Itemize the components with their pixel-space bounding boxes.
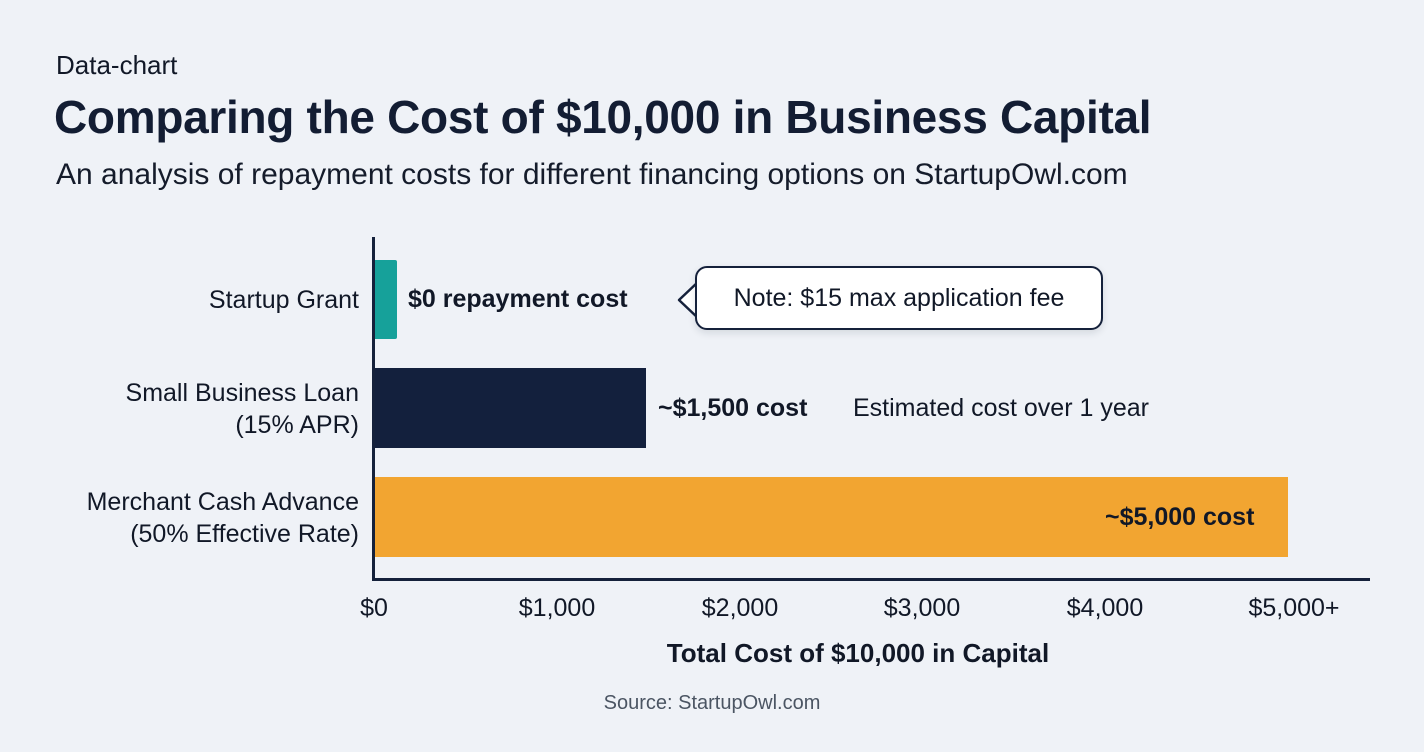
x-tick: $2,000 [701,594,779,622]
source-note: Source: StartupOwl.com [603,692,821,714]
value-label-startup-grant: $0 repayment cost [408,285,628,313]
bar-startup-grant [375,260,397,339]
chart-title: Comparing the Cost of $10,000 in Busines… [54,91,1152,143]
x-axis-line [372,578,1370,581]
bar-merchant-cash-advance [375,477,1288,557]
x-axis-label: Total Cost of $10,000 in Capital [666,638,1050,668]
category-label-merchant-cash-advance: Merchant Cash Advance (50% Effective Rat… [87,486,359,550]
value-label-merchant-cash-advance: ~$5,000 cost [1105,503,1255,531]
category-label-line: Small Business Loan [125,379,359,407]
value-label-small-business-loan: ~$1,500 cost [658,394,808,422]
chart-eyebrow: Data-chart [56,50,178,80]
chart-subtitle: An analysis of repayment costs for diffe… [56,158,1128,191]
category-label-line: Startup Grant [208,286,359,314]
category-label-line: (15% APR) [235,411,359,439]
x-tick: $0 [360,594,388,622]
annotation-callout: Note: $15 max application fee [695,266,1103,330]
category-label-startup-grant: Startup Grant [209,284,359,316]
callout-text: Note: $15 max application fee [733,283,1065,312]
category-label-line: Merchant Cash Advance [86,488,359,516]
x-tick: $3,000 [883,594,961,622]
category-label-line: (50% Effective Rate) [130,520,359,548]
x-tick: $5,000+ [1248,594,1340,622]
bar-small-business-loan [375,368,646,448]
note-small-business-loan: Estimated cost over 1 year [853,394,1149,422]
category-label-small-business-loan: Small Business Loan (15% APR) [126,377,359,441]
y-axis-line [372,237,375,581]
x-tick: $1,000 [518,594,596,622]
x-tick: $4,000 [1066,594,1144,622]
